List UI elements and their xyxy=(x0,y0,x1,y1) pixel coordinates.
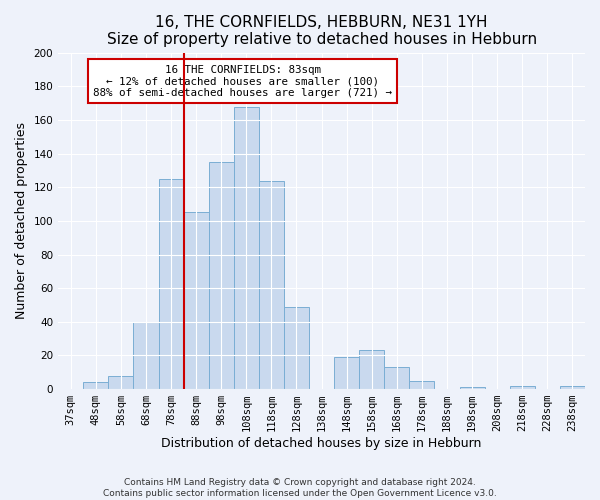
Text: Contains HM Land Registry data © Crown copyright and database right 2024.
Contai: Contains HM Land Registry data © Crown c… xyxy=(103,478,497,498)
Bar xyxy=(359,350,385,389)
Bar xyxy=(334,357,359,389)
Bar xyxy=(158,179,184,389)
Bar xyxy=(83,382,109,389)
Bar xyxy=(409,380,434,389)
Y-axis label: Number of detached properties: Number of detached properties xyxy=(15,122,28,320)
Bar xyxy=(510,386,535,389)
X-axis label: Distribution of detached houses by size in Hebburn: Distribution of detached houses by size … xyxy=(161,437,482,450)
Bar xyxy=(385,367,409,389)
Bar xyxy=(234,106,259,389)
Bar xyxy=(184,212,209,389)
Bar xyxy=(133,322,158,389)
Bar xyxy=(109,376,133,389)
Text: 16 THE CORNFIELDS: 83sqm
← 12% of detached houses are smaller (100)
88% of semi-: 16 THE CORNFIELDS: 83sqm ← 12% of detach… xyxy=(93,64,392,98)
Bar xyxy=(259,180,284,389)
Bar xyxy=(284,306,309,389)
Bar xyxy=(560,386,585,389)
Title: 16, THE CORNFIELDS, HEBBURN, NE31 1YH
Size of property relative to detached hous: 16, THE CORNFIELDS, HEBBURN, NE31 1YH Si… xyxy=(107,15,536,48)
Bar xyxy=(460,388,485,389)
Bar xyxy=(209,162,234,389)
